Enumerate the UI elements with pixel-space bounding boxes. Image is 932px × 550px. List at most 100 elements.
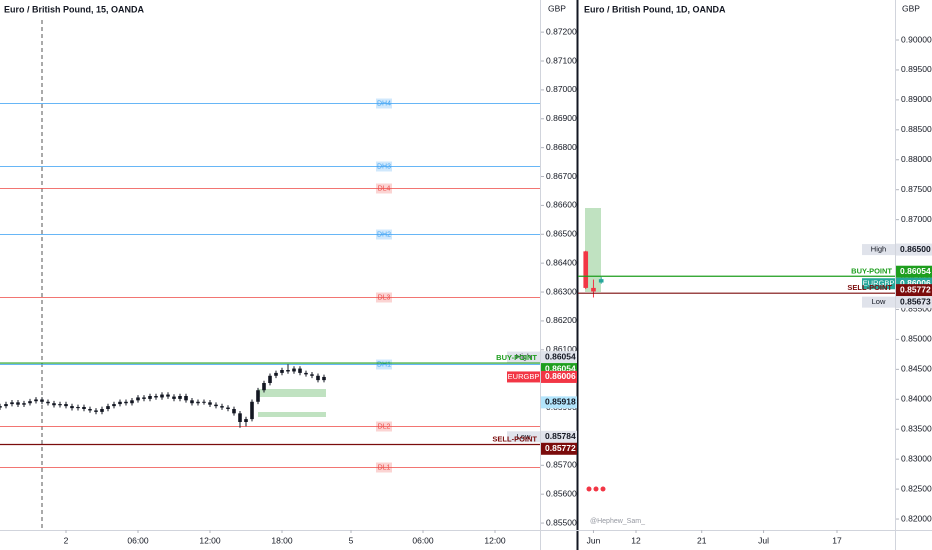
price-line-label: SELL-POINT (847, 283, 892, 292)
candle-body (64, 404, 68, 407)
y-tick-label: 0.88000 (901, 154, 932, 164)
candle-body (286, 370, 290, 372)
y-tick-label: 0.85600 (546, 488, 577, 498)
candle-body (124, 401, 128, 404)
candle-body (88, 408, 92, 411)
candle-body (16, 402, 20, 405)
candle-body (112, 404, 116, 407)
candle-body (100, 408, 104, 412)
price-label: High (516, 352, 531, 361)
price-box (541, 442, 577, 455)
candle-body (22, 403, 26, 405)
price-label-box (862, 244, 895, 256)
candle-body (262, 383, 266, 391)
price-label-box (507, 371, 540, 383)
price-box (541, 351, 577, 364)
y-tick-label: 0.86100 (546, 344, 577, 354)
zone (258, 389, 326, 397)
price-box (541, 430, 577, 443)
price-box-label: 0.85673 (900, 296, 931, 306)
candle-body (0, 406, 2, 408)
candle-body (322, 376, 326, 381)
price-box-label: 0.86054 (900, 266, 931, 276)
candle-body (190, 400, 194, 404)
price-label-box (862, 296, 895, 308)
candle-body (82, 406, 86, 409)
y-tick-label: 0.86800 (546, 142, 577, 152)
price-label-box (507, 351, 540, 363)
candle-body (244, 419, 248, 422)
candle-body (4, 404, 8, 407)
price-box (896, 284, 932, 297)
level-label: DL1 (378, 464, 391, 471)
y-tick-label: 0.87200 (546, 26, 577, 36)
x-tick-label: 21 (697, 535, 707, 545)
price-box-label: 0.85772 (900, 284, 931, 294)
level-tag (376, 183, 392, 194)
level-label: DH2 (377, 231, 391, 238)
zone (258, 412, 326, 417)
level-label: DL3 (378, 294, 391, 301)
candle-body (202, 401, 206, 403)
candle-body (280, 370, 284, 373)
candle-body (591, 287, 596, 292)
candle-body (142, 397, 146, 399)
price-box (541, 396, 577, 409)
price-box-label: 0.86006 (545, 371, 576, 381)
y-tick-label: 0.82000 (901, 513, 932, 523)
currency: GBP (902, 3, 920, 13)
price-label-box (862, 278, 895, 290)
candle-body (220, 406, 224, 408)
candle-body (52, 403, 56, 406)
y-tick-label: 0.83000 (901, 453, 932, 463)
price-label: EURGBP (863, 279, 895, 288)
candle-body (118, 401, 122, 405)
candle-body (232, 408, 236, 414)
y-tick-label: 0.86400 (546, 257, 577, 267)
x-tick-label: 17 (832, 535, 842, 545)
y-tick-label: 0.89500 (901, 64, 932, 74)
price-box (896, 265, 932, 278)
y-tick-label: 0.83500 (901, 423, 932, 433)
candle-body (34, 399, 38, 402)
y-tick-label: 0.82500 (901, 483, 932, 493)
y-tick-label: 0.86500 (546, 229, 577, 239)
price-box-label: 0.85918 (545, 397, 576, 407)
price-label: EURGBP (508, 372, 540, 381)
candle-body (76, 406, 80, 409)
candle-body (154, 396, 158, 398)
candle-body (316, 375, 320, 381)
candle-body (214, 404, 218, 407)
price-box-label: 0.85772 (545, 443, 576, 453)
candle-body (28, 401, 32, 404)
currency: GBP (548, 3, 566, 13)
price-box (541, 370, 577, 383)
candle-body (196, 401, 200, 404)
y-tick-label: 0.86700 (546, 171, 577, 181)
candle-body (172, 396, 176, 399)
candle-body (106, 406, 110, 409)
candle-body (94, 410, 98, 412)
x-tick-label: 2 (64, 535, 69, 545)
x-tick-label: 06:00 (412, 535, 434, 545)
y-tick-label: 0.84500 (901, 364, 932, 374)
level-tag (376, 359, 392, 370)
y-tick-label: 0.85500 (901, 304, 932, 314)
price-line-label: SELL-POINT (492, 435, 537, 444)
y-tick-label: 0.85500 (546, 517, 577, 527)
level-tag (376, 421, 392, 432)
price-box-label: 0.86054 (545, 363, 576, 373)
y-tick-label: 0.86900 (546, 113, 577, 123)
signal-dot (600, 486, 606, 492)
chart-title: Euro / British Pound, 1D, OANDA (584, 4, 726, 14)
candle-body (226, 407, 230, 409)
candle-body (178, 396, 182, 399)
price-label: Low (872, 297, 886, 306)
candle-body (292, 368, 296, 372)
y-tick-label: 0.87000 (901, 214, 932, 224)
candle-body (598, 279, 604, 283)
y-tick-label: 0.87500 (901, 184, 932, 194)
price-box (896, 296, 932, 309)
